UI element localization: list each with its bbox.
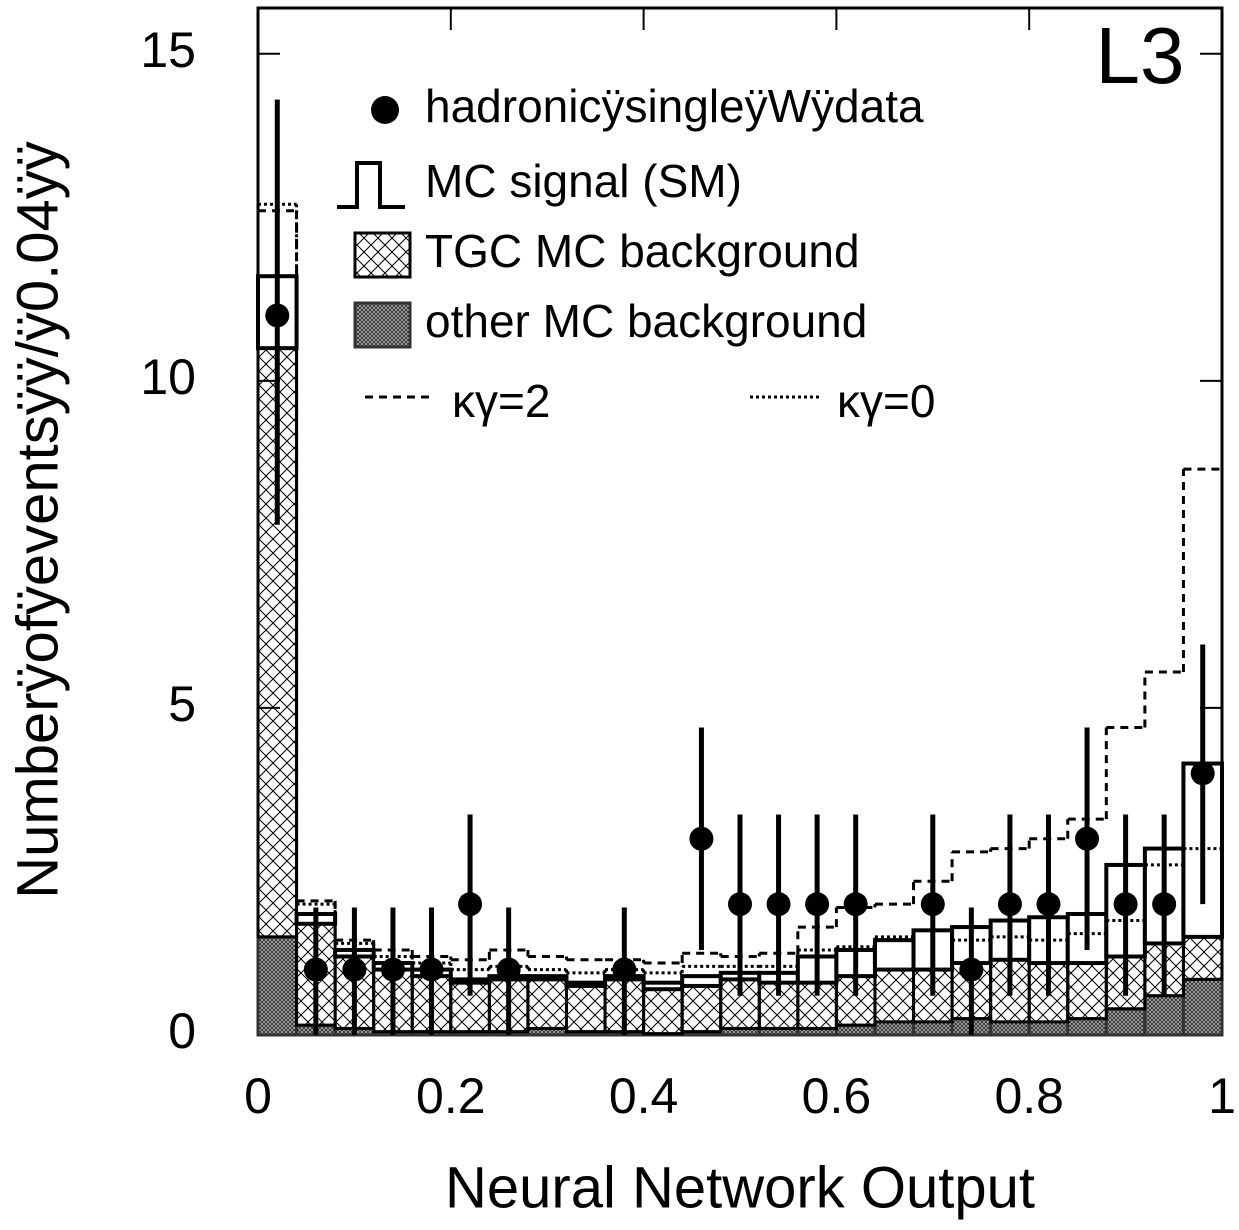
legend-label: hadronicÿsingleÿWÿdata [425, 80, 924, 132]
y-tick-label: 0 [168, 1003, 196, 1059]
stack-bar [872, 938, 916, 972]
legend-marker [353, 301, 412, 349]
legend-label: MC signal (SM) [425, 155, 742, 207]
stack-bar [1104, 1007, 1147, 1037]
stack-bar [873, 1020, 916, 1037]
data-point [1152, 892, 1177, 917]
stack-bar [256, 935, 299, 1037]
legend-marker [353, 231, 412, 279]
y-tick-label: 15 [140, 22, 196, 78]
stack-bar [641, 980, 685, 992]
legend-marker [371, 96, 399, 124]
x-tick-label: 0.8 [994, 1068, 1064, 1124]
stack-bar [642, 987, 684, 1036]
data-point [265, 303, 290, 328]
data-point [689, 826, 714, 851]
stack-bar [525, 974, 569, 982]
stack-bar [1027, 1020, 1070, 1037]
data-point [380, 957, 405, 982]
x-tick-label: 0.6 [802, 1068, 872, 1124]
data-point [843, 892, 868, 917]
data-point [959, 957, 984, 982]
data-point [920, 892, 945, 917]
x-axis-label: Neural Network Output [445, 1155, 1035, 1220]
data-point [1036, 892, 1061, 917]
x-tick-label: 0 [244, 1068, 272, 1124]
data-point [342, 957, 367, 982]
stack-bar [564, 980, 608, 988]
stack-bar [1066, 1017, 1108, 1037]
data-point [1113, 892, 1138, 917]
stack-bar [989, 1020, 1031, 1037]
y-tick-label: 5 [168, 676, 196, 732]
data-point [303, 957, 328, 982]
x-tick-label: 0.2 [416, 1068, 486, 1124]
data-point [728, 892, 752, 917]
y-axis-label: Numberÿofÿeventsÿÿ/ÿ0.04ÿÿ [5, 141, 70, 899]
x-tick-label: 1 [1208, 1068, 1236, 1124]
legend-label: κγ=2 [452, 375, 550, 427]
chart-title: L3 [1096, 11, 1185, 100]
stack-bar [1143, 994, 1185, 1037]
data-point [1075, 826, 1100, 851]
legend-label: κγ=0 [837, 375, 935, 427]
stack-bar [1181, 935, 1224, 981]
data-point [612, 957, 637, 982]
y-tick-label: 10 [140, 349, 196, 405]
stack-bar [1181, 977, 1224, 1037]
stack-bar [680, 974, 723, 988]
data-point [997, 892, 1022, 917]
data-point [419, 957, 444, 982]
legend-label: TGC MC background [425, 225, 860, 277]
legend-label: other MC background [425, 295, 867, 347]
stack-bar [912, 1020, 954, 1037]
x-tick-label: 0.4 [609, 1068, 679, 1124]
data-point [1190, 761, 1215, 786]
data-point [496, 957, 521, 982]
stack-bar [564, 984, 607, 1034]
stack-bar [1066, 961, 1108, 1021]
stack-bar [873, 968, 916, 1024]
stack-bar [680, 984, 723, 1034]
data-point [766, 892, 791, 917]
stack-bar [526, 977, 568, 1030]
data-point [458, 892, 483, 917]
legend-marker [337, 161, 405, 209]
data-point [805, 892, 830, 917]
